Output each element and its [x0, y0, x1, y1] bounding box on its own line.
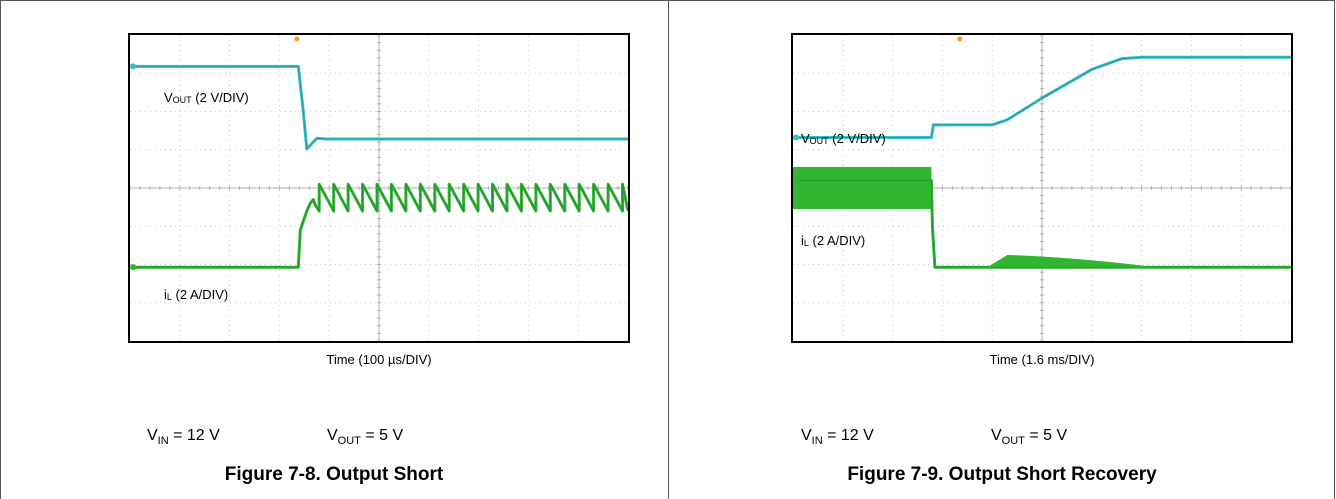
il-trace: [793, 178, 1291, 269]
il-trace: [130, 182, 628, 269]
trigger-marker: [294, 36, 300, 42]
channel-marker: [130, 63, 136, 70]
vout-trace-core: [793, 56, 1291, 138]
channel-marker: [793, 134, 799, 141]
il-trace-ripple-band: [793, 166, 932, 210]
figure-7-9-panel: VOUT (2 V/DIV) iL (2 A/DIV) Time (1.6 ms…: [669, 0, 1335, 499]
il-trace-hump: [987, 254, 1157, 268]
vout-trace: [793, 55, 1291, 139]
panel-divider: [668, 0, 669, 499]
channel-marker: [130, 264, 136, 271]
scope-plot: [130, 35, 628, 341]
oscilloscope-screen: VOUT (2 V/DIV) iL (2 A/DIV): [128, 33, 630, 343]
vout-trace-label: VOUT (2 V/DIV): [164, 90, 249, 105]
vout-condition: VOUT = 5 V: [327, 427, 404, 447]
figure-title: Figure 7-8. Output Short: [224, 464, 444, 485]
channel-marker: [793, 177, 799, 184]
il-trace-core: [793, 179, 1291, 268]
scope-plot: [793, 35, 1291, 341]
figure-title: Figure 7-9. Output Short Recovery: [847, 464, 1157, 485]
oscilloscope-screen: VOUT (2 V/DIV) iL (2 A/DIV): [791, 33, 1293, 343]
vin-condition: VIN = 12 V: [147, 427, 220, 447]
figure-7-8-panel: VOUT (2 V/DIV) iL (2 A/DIV) Time (100 µs…: [128, 33, 630, 485]
vout-trace-core: [130, 66, 628, 150]
il-trace-label: iL (2 A/DIV): [801, 233, 866, 248]
vout-trace: [130, 64, 628, 151]
vout-condition: VOUT = 5 V: [991, 427, 1068, 447]
x-axis-label: Time (100 µs/DIV): [326, 352, 432, 367]
vout-trace-label: VOUT (2 V/DIV): [801, 131, 886, 146]
vin-condition: VIN = 12 V: [801, 427, 874, 447]
il-trace-label: iL (2 A/DIV): [164, 287, 229, 302]
il-trace-core: [130, 184, 628, 268]
x-axis-label: Time (1.6 ms/DIV): [989, 352, 1095, 367]
trigger-marker: [957, 36, 963, 42]
